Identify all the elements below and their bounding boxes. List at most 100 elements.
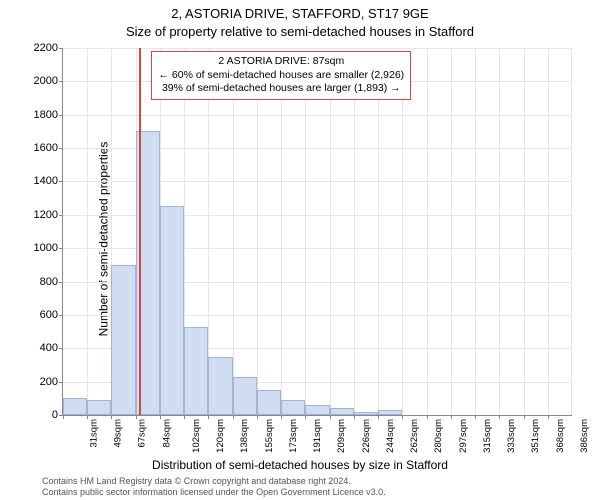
histogram-bar xyxy=(111,265,135,415)
plot-area: 2 ASTORIA DRIVE: 87sqm← 60% of semi-deta… xyxy=(62,48,572,416)
y-tick-label: 1600 xyxy=(28,142,58,154)
x-tick-mark xyxy=(402,415,403,419)
y-tick-mark xyxy=(59,315,63,316)
x-tick-mark xyxy=(281,415,282,419)
x-tick-label: 280sqm xyxy=(433,419,444,453)
y-tick-label: 1200 xyxy=(28,209,58,221)
y-tick-mark xyxy=(59,148,63,149)
gridline-v xyxy=(87,48,88,415)
histogram-bar xyxy=(257,390,281,415)
x-tick-mark xyxy=(305,415,306,419)
x-tick-label: 191sqm xyxy=(312,419,323,453)
x-tick-label: 84sqm xyxy=(161,419,172,448)
gridline-v xyxy=(402,48,403,415)
y-tick-label: 1800 xyxy=(28,109,58,121)
gridline-v xyxy=(451,48,452,415)
x-axis-label: Distribution of semi-detached houses by … xyxy=(0,458,600,472)
x-tick-mark xyxy=(208,415,209,419)
x-tick-label: 244sqm xyxy=(385,419,396,453)
x-tick-mark xyxy=(330,415,331,419)
x-tick-label: 333sqm xyxy=(506,419,517,453)
x-tick-mark xyxy=(475,415,476,419)
y-tick-label: 1000 xyxy=(28,242,58,254)
gridline-v xyxy=(257,48,258,415)
histogram-bar xyxy=(354,412,378,415)
page-subtitle: Size of property relative to semi-detach… xyxy=(0,24,600,39)
x-tick-label: 102sqm xyxy=(191,419,202,453)
y-tick-label: 2000 xyxy=(28,75,58,87)
x-tick-mark xyxy=(63,415,64,419)
footer-credits: Contains HM Land Registry data © Crown c… xyxy=(42,476,386,497)
annotation-line: 39% of semi-detached houses are larger (… xyxy=(158,82,404,96)
footer-line-1: Contains HM Land Registry data © Crown c… xyxy=(42,476,386,486)
y-tick-label: 800 xyxy=(28,276,58,288)
x-tick-mark xyxy=(233,415,234,419)
y-tick-label: 2200 xyxy=(28,42,58,54)
gridline-v xyxy=(378,48,379,415)
x-tick-label: 386sqm xyxy=(579,419,590,453)
x-tick-label: 173sqm xyxy=(288,419,299,453)
histogram-bar xyxy=(281,400,305,415)
gridline-v xyxy=(524,48,525,415)
y-tick-mark xyxy=(59,382,63,383)
x-tick-label: 262sqm xyxy=(409,419,420,453)
x-tick-mark xyxy=(354,415,355,419)
x-tick-label: 368sqm xyxy=(554,419,565,453)
gridline-v xyxy=(305,48,306,415)
histogram-bar xyxy=(233,377,257,415)
x-tick-label: 209sqm xyxy=(336,419,347,453)
histogram-bar xyxy=(208,357,232,415)
x-tick-mark xyxy=(257,415,258,419)
y-tick-label: 600 xyxy=(28,309,58,321)
x-tick-label: 49sqm xyxy=(113,419,124,448)
y-tick-label: 1400 xyxy=(28,175,58,187)
y-tick-mark xyxy=(59,115,63,116)
x-tick-mark xyxy=(524,415,525,419)
gridline-v xyxy=(548,48,549,415)
gridline-v xyxy=(475,48,476,415)
histogram-bar xyxy=(184,327,208,415)
y-tick-label: 400 xyxy=(28,342,58,354)
x-tick-mark xyxy=(499,415,500,419)
y-tick-label: 0 xyxy=(28,409,58,421)
y-tick-mark xyxy=(59,248,63,249)
gridline-v xyxy=(354,48,355,415)
gridline-v xyxy=(233,48,234,415)
histogram-bar xyxy=(378,410,402,415)
y-tick-mark xyxy=(59,81,63,82)
gridline-v xyxy=(427,48,428,415)
chart-container: 2, ASTORIA DRIVE, STAFFORD, ST17 9GE Siz… xyxy=(0,0,600,500)
x-tick-label: 155sqm xyxy=(263,419,274,453)
x-tick-label: 138sqm xyxy=(239,419,250,453)
x-tick-mark xyxy=(378,415,379,419)
histogram-bar xyxy=(160,206,184,415)
annotation-box: 2 ASTORIA DRIVE: 87sqm← 60% of semi-deta… xyxy=(151,51,411,100)
x-tick-label: 226sqm xyxy=(360,419,371,453)
x-tick-mark xyxy=(427,415,428,419)
y-tick-mark xyxy=(59,181,63,182)
histogram-bar xyxy=(63,398,87,415)
x-tick-mark xyxy=(451,415,452,419)
gridline-v xyxy=(281,48,282,415)
footer-line-2: Contains public sector information licen… xyxy=(42,487,386,497)
annotation-line: 2 ASTORIA DRIVE: 87sqm xyxy=(158,55,404,69)
x-tick-mark xyxy=(184,415,185,419)
reference-line xyxy=(139,48,141,415)
page-title: 2, ASTORIA DRIVE, STAFFORD, ST17 9GE xyxy=(0,6,600,21)
y-tick-label: 200 xyxy=(28,376,58,388)
gridline-v xyxy=(330,48,331,415)
y-tick-mark xyxy=(59,348,63,349)
x-tick-label: 67sqm xyxy=(137,419,148,448)
x-tick-label: 120sqm xyxy=(215,419,226,453)
x-tick-label: 297sqm xyxy=(457,419,468,453)
annotation-line: ← 60% of semi-detached houses are smalle… xyxy=(158,69,404,83)
gridline-v xyxy=(499,48,500,415)
y-tick-mark xyxy=(59,282,63,283)
x-tick-mark xyxy=(548,415,549,419)
y-tick-mark xyxy=(59,48,63,49)
histogram-bar xyxy=(87,400,111,415)
x-tick-label: 351sqm xyxy=(530,419,541,453)
x-tick-label: 315sqm xyxy=(482,419,493,453)
histogram-bar xyxy=(330,408,354,415)
histogram-bar xyxy=(305,405,329,415)
